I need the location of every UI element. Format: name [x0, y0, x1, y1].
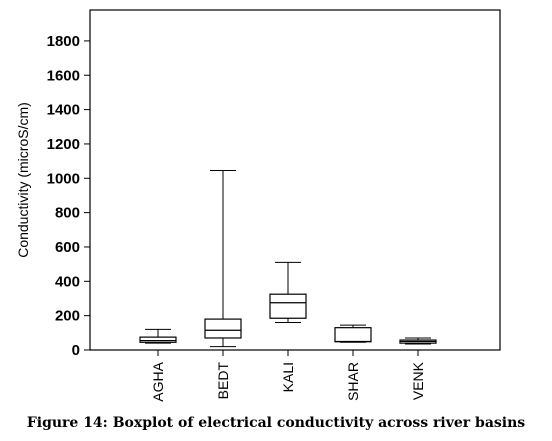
box-iqr: [139, 336, 177, 343]
y-tick-label: 800: [55, 205, 80, 222]
box-iqr: [204, 318, 242, 339]
box-iqr: [269, 293, 307, 319]
box-series: [139, 170, 437, 348]
figure-caption: Figure 14: Boxplot of electrical conduct…: [26, 415, 526, 431]
x-axis-ticks: AGHA BEDT KALI SHAR VENK: [150, 350, 426, 402]
x-tick-label: SHAR: [345, 362, 361, 401]
y-axis-title: Conductivity (microS/cm): [15, 102, 31, 258]
y-axis-ticks: 0 200 400 600 800 1000 1200 1400 1600 1800: [47, 33, 90, 359]
plot-axes: [89, 9, 501, 351]
y-tick-label: 1600: [47, 67, 80, 84]
y-tick-label: 1400: [47, 102, 80, 119]
x-tick-label: BEDT: [215, 362, 231, 400]
x-tick-label: AGHA: [150, 361, 166, 401]
box-iqr: [334, 327, 372, 343]
y-tick-label: 400: [55, 273, 80, 290]
box-venk: [399, 337, 437, 345]
box-agha: [139, 328, 177, 344]
y-tick-label: 0: [72, 342, 80, 359]
box-bedt: [204, 170, 242, 348]
box-shar: [334, 324, 372, 343]
x-tick-label: VENK: [410, 361, 426, 400]
y-tick-label: 1000: [47, 170, 80, 187]
y-tick-label: 1200: [47, 136, 80, 153]
y-tick-label: 1800: [47, 33, 80, 50]
y-tick-label: 600: [55, 239, 80, 256]
y-tick-label: 200: [55, 308, 80, 325]
plot-frame: [89, 9, 501, 351]
x-tick-label: KALI: [280, 362, 296, 392]
box-kali: [269, 261, 307, 324]
